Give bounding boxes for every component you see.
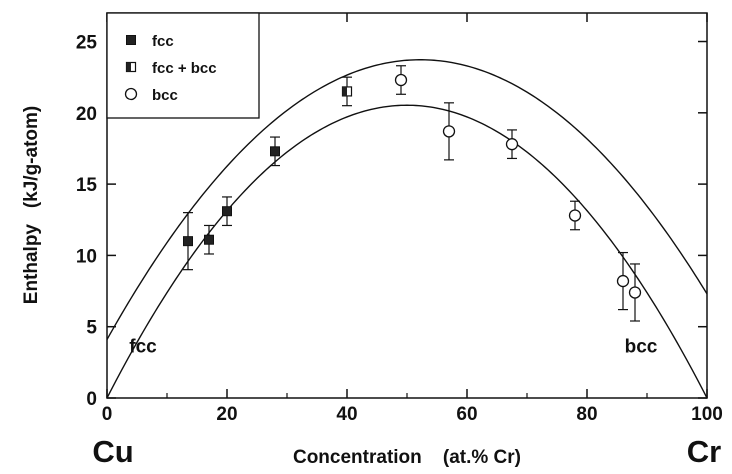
- data-point-filled-square: [204, 234, 214, 245]
- x-tick-label: 0: [102, 404, 113, 425]
- data-point-open-circle: [442, 125, 456, 138]
- x-axis-title: Concentration (at.% Cr): [293, 447, 521, 468]
- legend-marker-half-filled-square: [125, 61, 137, 73]
- legend-label: fcc + bcc: [152, 60, 217, 77]
- data-point-open-circle: [568, 209, 582, 222]
- legend: fcc fcc + bcc bcc: [106, 12, 260, 119]
- phase-annotations: fcc bcc: [129, 336, 658, 357]
- legend-label: fcc: [152, 33, 174, 50]
- y-tick-label: 20: [76, 104, 97, 125]
- data-point-filled-square: [270, 146, 280, 157]
- data-point-filled-square: [183, 236, 193, 247]
- x-tick-label: 60: [456, 404, 477, 425]
- y-tick-label: 5: [86, 318, 97, 339]
- x-tick-label: 80: [576, 404, 597, 425]
- legend-items: fcc fcc + bcc bcc: [124, 33, 217, 104]
- phase-annotation: fcc: [129, 336, 157, 357]
- x-tick-label: 40: [336, 404, 357, 425]
- data-point-filled-square: [222, 206, 232, 217]
- legend-label: bcc: [152, 87, 178, 104]
- data-point-open-circle: [616, 274, 630, 288]
- x-tick-label: 20: [216, 404, 237, 425]
- data-point-open-circle: [628, 286, 642, 299]
- y-tick-label: 15: [76, 175, 98, 196]
- endpoint-label-left: Cu: [92, 434, 133, 469]
- data-point-open-circle: [505, 138, 519, 151]
- y-tick-label: 25: [76, 33, 98, 54]
- fit-curve-fcc-fit: [106, 59, 708, 340]
- y-tick-label: 0: [86, 389, 97, 410]
- data-point-half-filled-square: [341, 86, 353, 97]
- fit-curve-bcc-fit: [106, 104, 708, 399]
- y-axis-title: Enthalpy (kJ/g-atom): [21, 106, 42, 304]
- legend-marker-open-circle: [124, 87, 138, 101]
- axis-tick-labels: 0 20 40 60 80 100 0 5 10 15 20 25: [76, 33, 723, 425]
- data-points: [183, 65, 642, 322]
- phase-annotation: bcc: [625, 336, 658, 357]
- endpoint-label-right: Cr: [687, 434, 721, 469]
- legend-marker-filled-square: [126, 35, 136, 45]
- data-point-open-circle: [394, 73, 408, 87]
- y-tick-label: 10: [76, 246, 97, 267]
- x-tick-label: 100: [691, 404, 723, 425]
